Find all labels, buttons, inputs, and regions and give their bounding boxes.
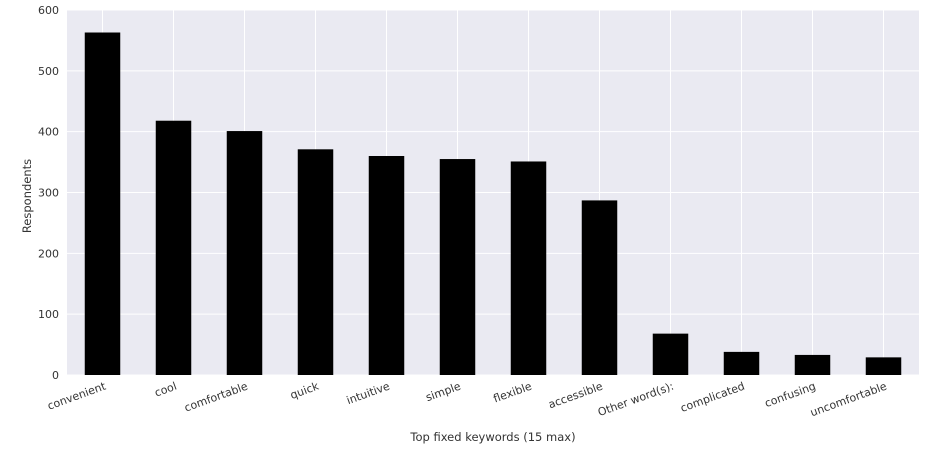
- bar: [865, 357, 902, 375]
- x-tick-label: simple: [424, 380, 463, 405]
- bar: [794, 354, 831, 375]
- x-tick-label: convenient: [46, 379, 109, 412]
- bar: [155, 120, 192, 375]
- x-axis-ticks: convenient cool comfortable quick intuitive s…: [46, 379, 889, 419]
- bar: [84, 32, 121, 376]
- bar: [723, 351, 760, 375]
- x-tick-label: Other word(s):: [596, 380, 675, 420]
- bar: [652, 333, 689, 375]
- bar: [581, 200, 618, 375]
- bar: [510, 161, 547, 375]
- x-tick-label: flexible: [492, 380, 534, 406]
- bar: [297, 149, 334, 375]
- x-tick-label: comfortable: [183, 380, 250, 415]
- bar: [226, 131, 263, 375]
- y-tick-label: 200: [38, 247, 59, 260]
- y-tick-label: 400: [38, 126, 59, 139]
- bar: [368, 156, 405, 375]
- y-tick-label: 100: [38, 308, 59, 321]
- y-axis-ticks: 0 100 200 300 400 500 600: [38, 4, 59, 382]
- bars: [84, 32, 902, 376]
- x-tick-label: quick: [288, 379, 321, 401]
- x-tick-label: complicated: [679, 380, 747, 415]
- bar: [439, 159, 476, 375]
- y-tick-label: 500: [38, 65, 59, 78]
- x-axis-label: Top fixed keywords (15 max): [409, 430, 575, 444]
- x-tick-label: confusing: [763, 380, 818, 410]
- y-tick-label: 300: [38, 187, 59, 200]
- x-tick-label: intuitive: [345, 380, 392, 408]
- y-axis-label: Respondents: [20, 159, 34, 233]
- y-tick-label: 0: [52, 369, 59, 382]
- x-tick-label: cool: [153, 380, 179, 400]
- x-tick-label: uncomfortable: [809, 380, 889, 420]
- y-tick-label: 600: [38, 4, 59, 17]
